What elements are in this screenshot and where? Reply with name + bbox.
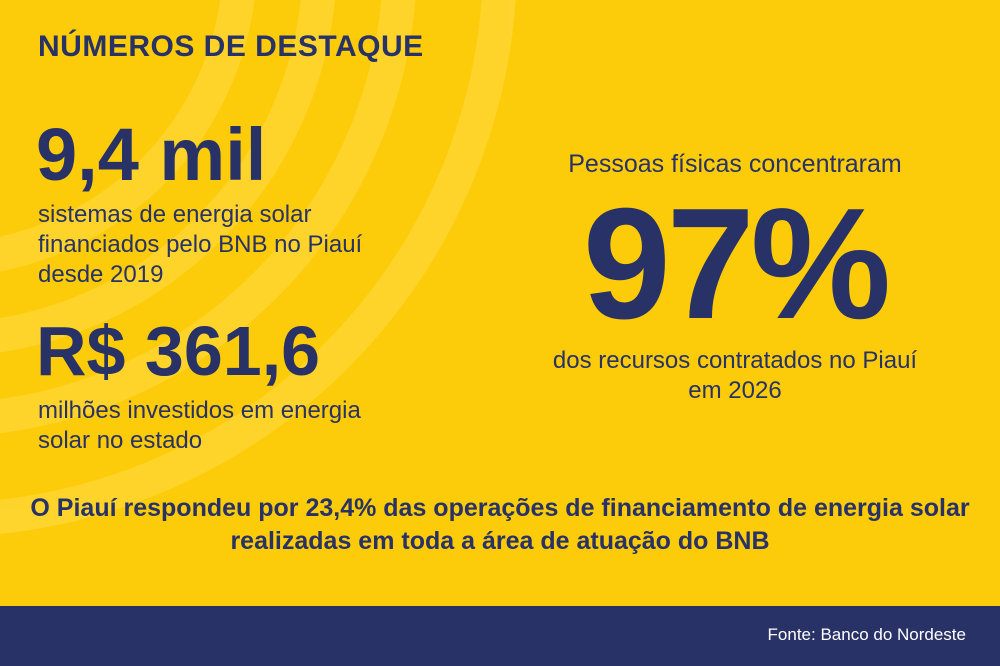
stat-systems-description: sistemas de energia solar financiados pe…: [38, 201, 363, 288]
highlight-stat-intro: Pessoas físicas concentraram: [568, 150, 902, 178]
stat-systems-value: 9,4 mil: [36, 113, 267, 196]
source-credit: Fonte: Banco do Nordeste: [767, 625, 966, 644]
highlight-stat-percent: 97%: [582, 176, 891, 352]
stat-investment-description: milhões investidos em energia solar no e…: [38, 397, 361, 454]
page-title: NÚMEROS DE DESTAQUE: [38, 30, 424, 63]
stat-investment-value: R$ 361,6: [36, 312, 321, 390]
highlight-stat-description: dos recursos contratados no Piauí em 202…: [552, 347, 918, 404]
footer-bar: Fonte: Banco do Nordeste: [0, 606, 1000, 666]
summary-text: O Piauí respondeu por 23,4% das operaçõe…: [30, 494, 970, 555]
